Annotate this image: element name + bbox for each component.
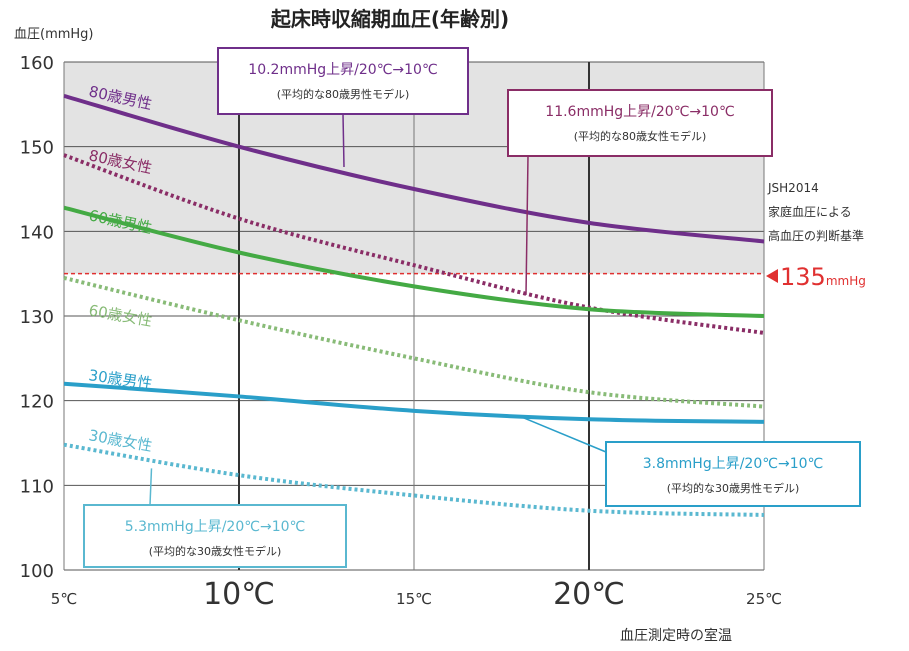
annotation-line-2: (平均的な80歳男性モデル) [277,87,410,101]
threshold-label-value: 135 [780,263,826,291]
annotation-line-1: 10.2mmHg上昇/20℃→10℃ [248,62,437,78]
y-tick-label: 140 [20,222,54,243]
annotation-leader [342,113,345,168]
annotation-box [217,47,469,115]
series-label-5: 30歳女性 [87,426,153,455]
x-tick-label: 25℃ [746,590,782,608]
y-axis-label: 血圧(mmHg) [14,27,94,42]
y-tick-label: 120 [20,392,54,413]
annotation-leader [518,415,607,453]
annotation-line-1: 5.3mmHg上昇/20℃→10℃ [125,519,305,535]
x-tick-label: 5℃ [51,590,77,608]
annotation-line-2: (平均的な30歳女性モデル) [149,544,282,558]
annotation-line-2: (平均的な80歳女性モデル) [574,129,707,143]
series-line-2 [63,205,765,318]
chart-title: 起床時収縮期血圧(年齢別) [270,7,509,31]
series-line-4 [63,381,765,424]
series-line-5 [63,442,765,517]
annotation-1: 11.6mmHg上昇/20℃→10℃ (平均的な80歳女性モデル) [507,89,773,295]
x-axis-label: 血圧測定時の室温 [620,627,732,644]
series-line-0 [63,93,765,244]
x-tick-label: 15℃ [396,590,432,608]
reference-note-line-1: JSH2014 [767,181,819,195]
y-tick-label: 160 [20,53,54,74]
x-tick-label: 20℃ [553,577,625,612]
annotation-3: 5.3mmHg上昇/20℃→10℃ (平均的な30歳女性モデル) [83,468,347,568]
threshold-arrow-icon [766,269,778,283]
annotation-box [507,89,773,157]
annotation-line-1: 3.8mmHg上昇/20℃→10℃ [643,456,823,472]
y-tick-label: 110 [20,476,54,497]
series-line-1 [63,153,765,335]
series-label-3: 60歳女性 [87,301,153,330]
y-tick-label: 130 [20,307,54,328]
y-tick-label: 150 [20,138,54,159]
threshold-label-unit: mmHg [826,274,866,288]
reference-note-line-3: 高血圧の判断基準 [768,228,864,243]
annotation-leader [149,468,153,506]
y-tick-label: 100 [20,561,54,582]
reference-note-line-2: 家庭血圧による [768,204,852,219]
x-tick-label: 10℃ [203,577,275,612]
annotation-box [83,504,347,568]
threshold-label: 135mmHg [780,263,866,291]
annotation-box [605,441,861,507]
annotation-leader [525,155,529,295]
annotation-2: 3.8mmHg上昇/20℃→10℃ (平均的な30歳男性モデル) [518,415,861,507]
annotation-line-2: (平均的な30歳男性モデル) [667,481,800,495]
annotation-line-1: 11.6mmHg上昇/20℃→10℃ [545,104,734,120]
annotation-0: 10.2mmHg上昇/20℃→10℃ (平均的な80歳男性モデル) [217,47,469,168]
